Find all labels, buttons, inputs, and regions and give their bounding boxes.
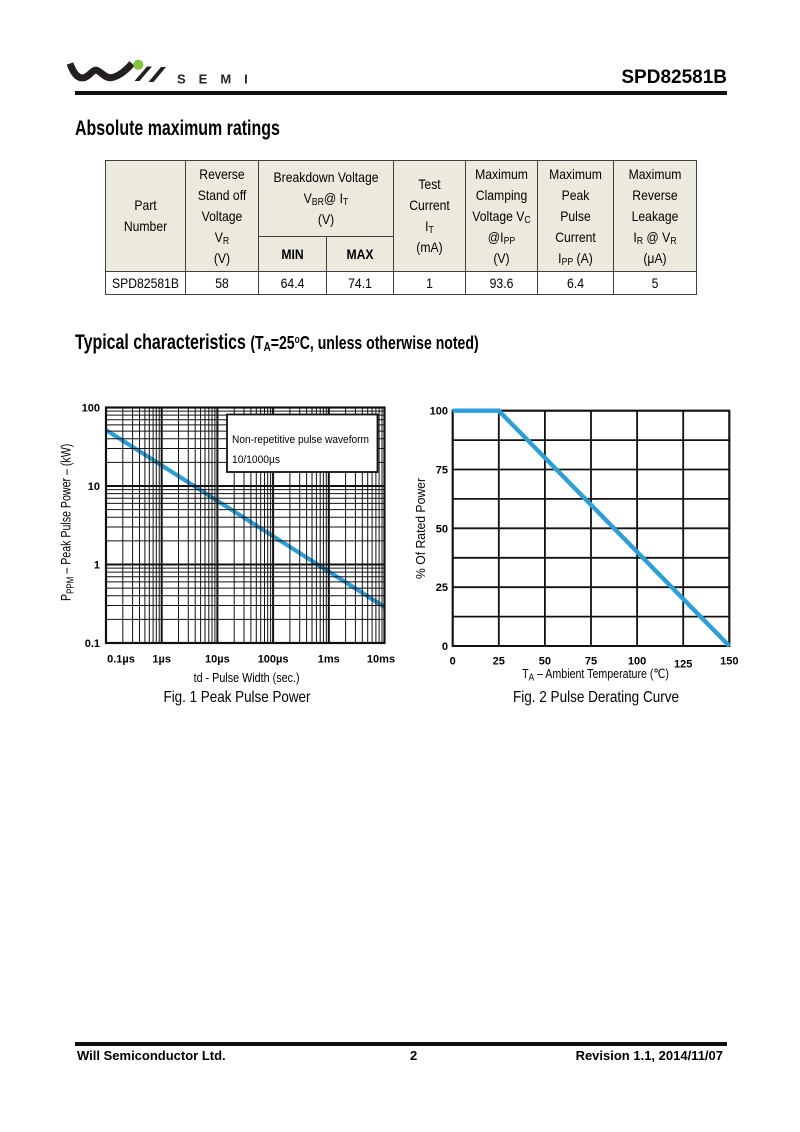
svg-text:Fig. 1 Peak Pulse Power: Fig. 1 Peak Pulse Power — [164, 689, 312, 706]
svg-text:SEMI: SEMI — [177, 72, 261, 87]
svg-text:50: 50 — [436, 523, 448, 535]
svg-text:PPPM – Peak Pulse Power – (kW): PPPM – Peak Pulse Power – (kW) — [58, 444, 75, 601]
svg-text:0.1µs: 0.1µs — [107, 654, 135, 666]
svg-text:10/1000µs: 10/1000µs — [232, 454, 280, 466]
svg-text:Fig. 2 Pulse Derating Curve: Fig. 2 Pulse Derating Curve — [513, 689, 679, 706]
svg-text:1µs: 1µs — [152, 654, 171, 666]
svg-text:td - Pulse Width (sec.): td - Pulse Width (sec.) — [194, 670, 300, 685]
svg-text:0.1: 0.1 — [85, 638, 100, 650]
svg-text:% Of Rated Power: % Of Rated Power — [413, 477, 428, 579]
svg-text:100µs: 100µs — [258, 654, 289, 666]
svg-text:100: 100 — [82, 403, 100, 415]
svg-text:50: 50 — [539, 656, 551, 668]
svg-text:75: 75 — [436, 465, 448, 477]
svg-text:10ms: 10ms — [367, 654, 395, 666]
svg-text:1ms: 1ms — [318, 654, 340, 666]
svg-text:25: 25 — [493, 656, 505, 668]
svg-text:Non-repetitive pulse waveform: Non-repetitive pulse waveform — [232, 434, 369, 446]
svg-text:1: 1 — [94, 560, 100, 572]
svg-text:10: 10 — [88, 481, 100, 493]
svg-text:150: 150 — [720, 656, 738, 668]
svg-text:0: 0 — [442, 641, 448, 653]
svg-text:10µs: 10µs — [205, 654, 230, 666]
svg-text:100: 100 — [430, 406, 448, 418]
svg-text:TA – Ambient Temperature (℃): TA – Ambient Temperature (℃) — [522, 666, 669, 683]
svg-text:125: 125 — [674, 659, 692, 671]
svg-text:100: 100 — [628, 656, 646, 668]
svg-text:75: 75 — [585, 656, 597, 668]
svg-text:25: 25 — [436, 582, 448, 594]
svg-text:0: 0 — [450, 656, 456, 668]
